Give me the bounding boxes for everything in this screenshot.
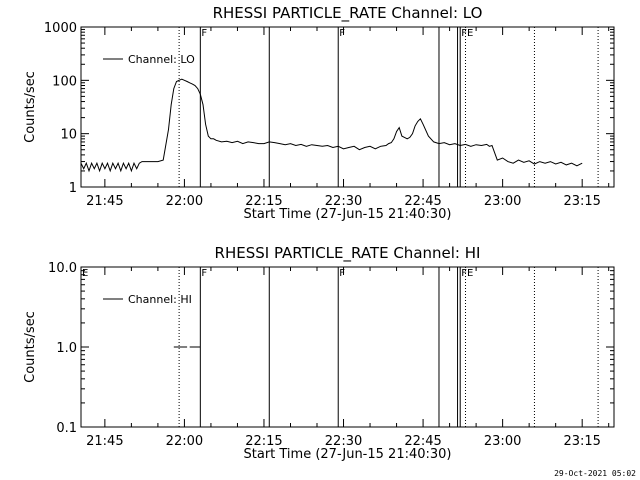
x-tick-label: 21:45 [86, 434, 123, 449]
y-tick-label: 10.0 [48, 261, 77, 276]
y-axis-label: Counts/sec [23, 311, 38, 383]
event-marker-label: FE [461, 268, 473, 279]
x-tick-label: 22:45 [404, 434, 441, 449]
x-tick-label: 22:15 [245, 194, 282, 209]
y-tick-label: 1.0 [56, 341, 77, 356]
y-tick-label: 1 [69, 181, 77, 196]
x-tick-label: 23:00 [484, 194, 521, 209]
x-tick-label: 22:30 [325, 194, 362, 209]
x-tick-label: 23:15 [563, 194, 600, 209]
x-tick-label: 23:00 [484, 434, 521, 449]
footer-timestamp: 29-Oct-2021 05:02 [554, 469, 636, 478]
y-tick-label: 1000 [44, 21, 77, 36]
event-marker-label: FE [461, 28, 473, 39]
y-tick-label: 10 [60, 128, 77, 143]
chart-title: RHESSI PARTICLE_RATE Channel: LO [213, 4, 483, 23]
event-marker-label: F [339, 28, 345, 39]
x-tick-label: 22:00 [166, 194, 203, 209]
chart-panel-1: RHESSI PARTICLE_RATE Channel: LO 21:45 22:… [23, 4, 615, 222]
event-marker-label: F [201, 268, 207, 279]
chart-panel-2: RHESSI PARTICLE_RATE Channel: HI 21:45 22:… [23, 244, 615, 462]
x-tick-label: 23:15 [563, 434, 600, 449]
x-axis-label: Start Time (27-Jun-15 21:40:30) [244, 447, 452, 462]
x-tick-label: 22:45 [404, 194, 441, 209]
event-marker-label: F [339, 268, 345, 279]
x-axis-label: Start Time (27-Jun-15 21:40:30) [244, 207, 452, 222]
chart-title: RHESSI PARTICLE_RATE Channel: HI [215, 244, 481, 263]
x-tick-label: 22:15 [245, 434, 282, 449]
x-tick-label: 22:30 [325, 434, 362, 449]
y-axis-label: Counts/sec [23, 71, 38, 143]
event-marker-label: F [201, 28, 207, 39]
x-tick-label: 22:00 [166, 434, 203, 449]
y-tick-label: 0.1 [56, 421, 77, 436]
legend-entry: Channel: HI [128, 293, 192, 306]
legend-entry: Channel: LO [128, 53, 195, 66]
x-tick-label: 21:45 [86, 194, 123, 209]
corner-marker-label: E [82, 268, 88, 279]
plot-frame [80, 26, 615, 188]
y-tick-label: 100 [52, 74, 77, 89]
series-line-1 [80, 78, 583, 173]
